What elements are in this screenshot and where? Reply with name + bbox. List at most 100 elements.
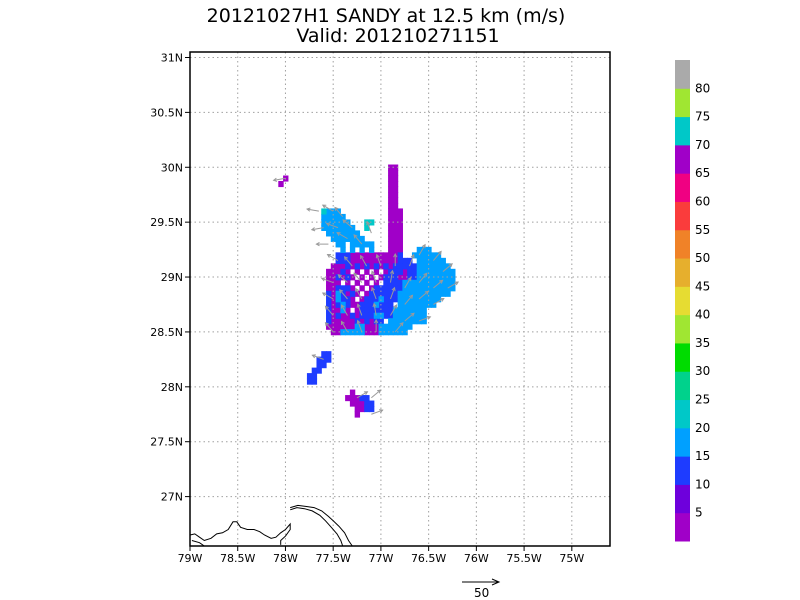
wind-cell bbox=[392, 230, 399, 237]
wind-cell bbox=[416, 274, 423, 281]
wind-cell bbox=[426, 285, 432, 292]
wind-cell bbox=[397, 323, 403, 330]
wind-cell bbox=[402, 296, 408, 303]
wind-cell bbox=[335, 252, 341, 259]
wind-vector-head bbox=[356, 319, 361, 325]
wind-cell bbox=[397, 318, 403, 325]
wind-cell bbox=[416, 257, 423, 264]
wind-vector bbox=[433, 279, 443, 289]
wind-cell bbox=[388, 252, 394, 259]
colorbar-segment bbox=[675, 399, 690, 429]
wind-cell bbox=[335, 263, 341, 270]
wind-cell bbox=[440, 263, 446, 270]
wind-cell bbox=[392, 170, 399, 177]
wind-vector bbox=[373, 303, 377, 316]
wind-cell bbox=[364, 307, 370, 314]
wind-cell bbox=[378, 312, 384, 319]
colorbar-segment bbox=[675, 427, 690, 457]
wind-vector bbox=[342, 219, 353, 229]
wind-cell bbox=[368, 329, 375, 336]
wind-cell bbox=[326, 290, 332, 297]
wind-vector-head bbox=[391, 286, 396, 292]
colorbar-segment bbox=[675, 116, 690, 146]
wind-cell bbox=[326, 279, 332, 286]
wind-cell bbox=[388, 230, 394, 237]
wind-cell bbox=[421, 252, 427, 259]
wind-cell bbox=[349, 290, 356, 297]
wind-vector-head bbox=[324, 321, 329, 327]
wind-cell bbox=[397, 252, 403, 259]
wind-cell bbox=[378, 290, 384, 297]
wind-vectors bbox=[272, 177, 460, 415]
wind-cell bbox=[316, 367, 322, 374]
wind-vector bbox=[404, 312, 415, 322]
wind-cell bbox=[364, 268, 370, 275]
wind-cell bbox=[426, 263, 432, 270]
x-tick-label: 77.5W bbox=[315, 552, 350, 565]
wind-vector bbox=[325, 305, 334, 316]
wind-cell bbox=[349, 246, 356, 253]
wind-cell bbox=[407, 290, 413, 297]
x-tick-label: 78.5W bbox=[220, 552, 255, 565]
wind-cell bbox=[330, 208, 337, 215]
wind-vector-head bbox=[353, 234, 358, 239]
wind-cell bbox=[321, 362, 327, 369]
wind-cell bbox=[349, 263, 356, 270]
wind-cell bbox=[345, 252, 351, 259]
wind-cell bbox=[407, 274, 413, 281]
wind-cell bbox=[364, 263, 370, 270]
wind-cell bbox=[402, 301, 408, 308]
wind-cell bbox=[364, 406, 370, 413]
wind-cell bbox=[411, 301, 418, 308]
colorbar-label: 80 bbox=[695, 81, 710, 95]
wind-cell bbox=[392, 164, 399, 171]
wind-cell bbox=[330, 296, 337, 303]
wind-cell bbox=[359, 246, 365, 253]
wind-cell bbox=[354, 307, 361, 314]
colorbar-label: 30 bbox=[695, 364, 710, 378]
wind-cell bbox=[392, 186, 399, 193]
wind-cell bbox=[388, 164, 394, 171]
wind-cell bbox=[326, 285, 332, 292]
wind-cell bbox=[435, 257, 442, 264]
wind-cell bbox=[445, 279, 451, 286]
wind-cell bbox=[330, 290, 337, 297]
wind-cell bbox=[364, 290, 370, 297]
wind-vector bbox=[366, 221, 372, 234]
wind-cell bbox=[392, 318, 399, 325]
wind-cell bbox=[359, 235, 365, 242]
y-axis: 31N 30.5N 30N 29.5N 29N 28.5N 28N 27.5N 27N bbox=[150, 51, 190, 504]
x-axis: 79W 78.5W 78W 77.5W 77W 76.5W 76W 75.5W 75W bbox=[178, 546, 584, 565]
wind-cell bbox=[330, 285, 337, 292]
wind-cell bbox=[349, 400, 356, 407]
wind-cell bbox=[335, 257, 341, 264]
wind-cell bbox=[392, 279, 399, 286]
wind-cell bbox=[431, 263, 437, 270]
wind-cell bbox=[421, 290, 427, 297]
wind-cell bbox=[411, 252, 418, 259]
wind-cell bbox=[392, 274, 399, 281]
wind-cell bbox=[407, 263, 413, 270]
wind-cell bbox=[330, 213, 337, 221]
wind-cell bbox=[397, 246, 403, 253]
wind-cell bbox=[326, 312, 332, 319]
wind-cell bbox=[330, 219, 337, 226]
wind-cell bbox=[364, 400, 370, 407]
wind-cell bbox=[349, 312, 356, 319]
wind-vector bbox=[334, 207, 344, 217]
chart-subtitle: Valid: 201210271151 bbox=[296, 25, 499, 47]
wind-cell bbox=[321, 224, 327, 231]
reference-vector: 50 bbox=[462, 578, 501, 600]
wind-cell bbox=[421, 307, 427, 314]
wind-vector-head bbox=[321, 292, 327, 297]
wind-cell bbox=[373, 312, 380, 319]
wind-cell bbox=[397, 301, 403, 308]
x-tick-label: 77W bbox=[368, 552, 393, 565]
wind-vector bbox=[344, 256, 353, 267]
wind-cell bbox=[435, 285, 442, 292]
wind-vector bbox=[447, 281, 459, 289]
wind-vector-head bbox=[410, 312, 415, 317]
wind-cell bbox=[335, 224, 341, 231]
wind-cell bbox=[311, 378, 318, 385]
wind-vector-head bbox=[336, 232, 341, 236]
